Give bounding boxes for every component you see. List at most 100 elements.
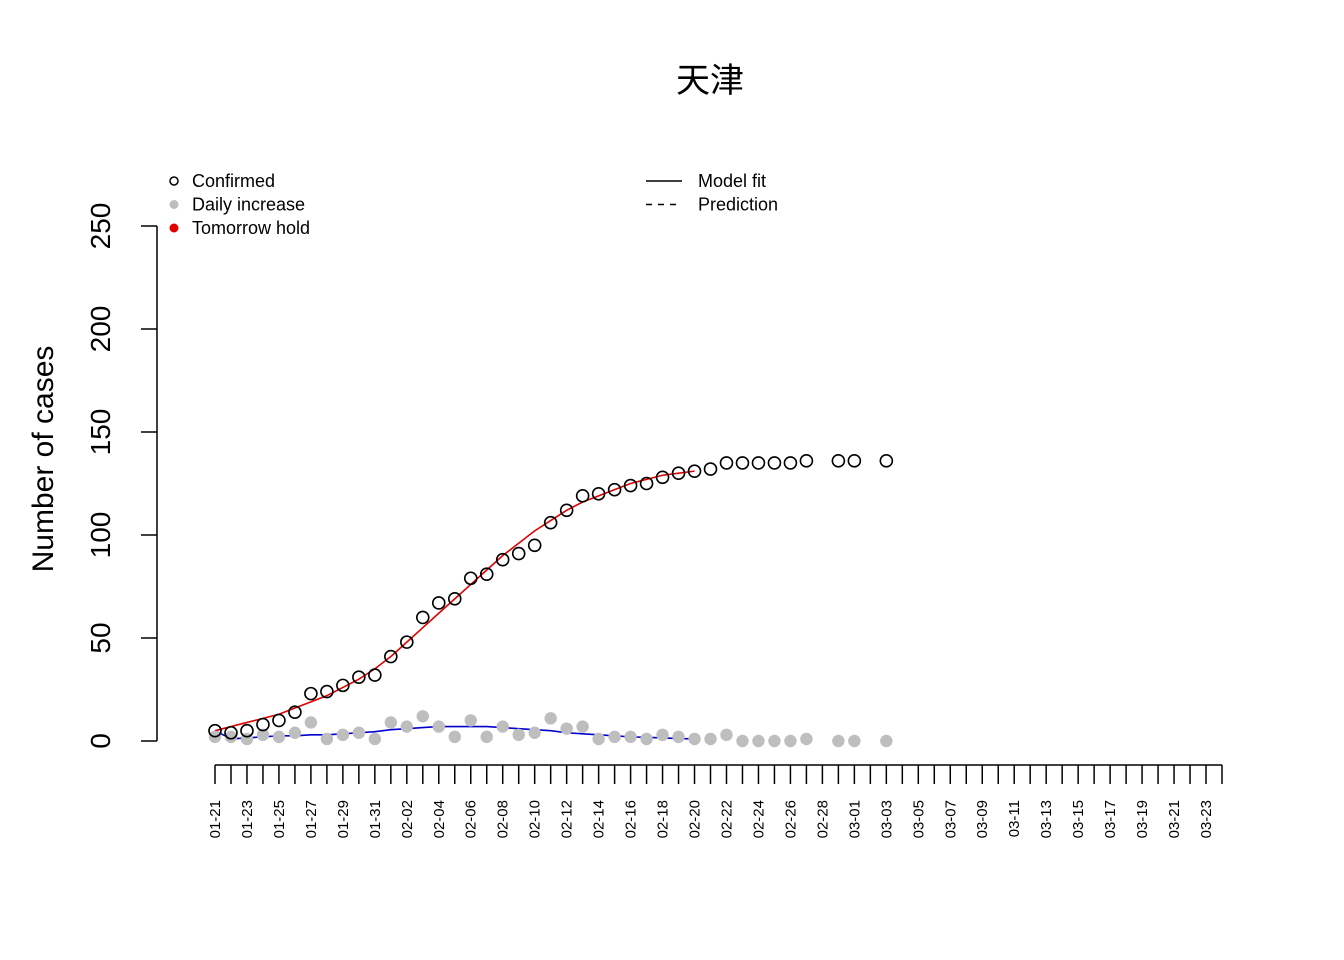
x-tick-label: 03-01 <box>846 800 863 838</box>
y-axis: 0 50 100 150 200 250 <box>85 203 158 749</box>
daily-increase-point <box>832 734 845 748</box>
x-tick-label: 02-02 <box>399 800 416 838</box>
confirmed-point <box>879 454 894 468</box>
x-tick-label: 03-07 <box>942 800 959 838</box>
x-tick-label: 01-25 <box>271 800 288 838</box>
x-tick-label: 02-06 <box>463 800 480 838</box>
confirmed-point <box>256 717 270 732</box>
confirmed-point <box>384 649 398 664</box>
x-tick-label: 02-24 <box>750 800 767 838</box>
daily-increase-point <box>592 732 605 746</box>
confirmed-point <box>559 503 574 518</box>
x-tick-label: 02-26 <box>782 800 799 838</box>
confirmed-point <box>751 456 766 470</box>
daily-increase-point <box>368 732 382 746</box>
daily-increase-point <box>768 734 781 748</box>
confirmed-point <box>208 723 222 738</box>
x-tick-label: 03-11 <box>1006 800 1023 837</box>
y-tick-label: 50 <box>85 622 116 653</box>
daily-increase-point <box>608 730 621 744</box>
confirmed-point <box>463 571 478 586</box>
x-tick-label: 02-08 <box>495 800 512 838</box>
x-tick-label: 03-09 <box>974 800 991 838</box>
y-axis-label: Number of cases <box>27 346 60 573</box>
daily-increase-point <box>544 712 557 725</box>
daily-increase-point <box>304 716 318 729</box>
confirmed-point <box>431 596 446 610</box>
confirmed-point <box>671 466 686 481</box>
daily-increase-point <box>336 728 350 742</box>
daily-increase-point <box>688 732 701 746</box>
x-tick-label: 01-27 <box>303 800 320 838</box>
daily-increase-point <box>560 722 573 735</box>
confirmed-point <box>495 552 510 567</box>
daily-increase-point <box>288 726 302 739</box>
legend-symbol <box>169 223 179 233</box>
daily-increase-point <box>656 728 669 742</box>
daily-increase-point <box>624 730 637 744</box>
x-tick-label: 01-29 <box>335 800 352 838</box>
confirmed-point <box>687 464 702 478</box>
confirmed-point <box>224 725 238 740</box>
daily-increase-point <box>736 734 749 748</box>
daily-increase-point <box>272 730 286 744</box>
x-tick-label: 02-10 <box>527 800 544 838</box>
confirmed-point <box>767 456 782 470</box>
x-tick-label: 02-16 <box>623 800 640 838</box>
daily-increase-point <box>480 730 493 744</box>
legend-label: Tomorrow hold <box>192 218 310 238</box>
x-tick-label: 03-05 <box>910 800 927 838</box>
confirmed-point <box>639 476 654 491</box>
daily-increase-point <box>752 734 765 748</box>
confirmed-point <box>831 454 846 468</box>
confirmed-point <box>847 454 862 468</box>
daily-increase-point <box>672 730 685 744</box>
confirmed-point <box>623 478 638 493</box>
daily-increase-point <box>800 732 813 746</box>
confirmed-point <box>527 538 542 553</box>
confirmed-point <box>735 456 750 470</box>
x-tick-label: 01-31 <box>367 800 384 838</box>
daily-increase-point <box>880 734 893 748</box>
x-tick-label: 01-23 <box>239 800 256 838</box>
x-tick-label: 01-21 <box>207 800 224 838</box>
confirmed-point <box>320 684 334 699</box>
daily-increase-point <box>576 720 589 733</box>
legend-label: Daily increase <box>192 195 305 215</box>
x-tick-label: 03-15 <box>1070 800 1087 838</box>
daily-increase-point <box>512 728 525 742</box>
daily-increase-point <box>528 726 541 739</box>
confirmed-point <box>511 546 526 561</box>
x-tick-label: 03-03 <box>878 800 895 838</box>
daily-increase-point <box>640 732 653 746</box>
x-tick-label: 02-18 <box>655 800 672 838</box>
daily-increase-point <box>432 720 445 733</box>
daily-increase-point <box>496 720 509 733</box>
confirmed-point <box>655 470 670 485</box>
x-tick-label: 03-19 <box>1134 800 1151 838</box>
confirmed-point <box>352 670 366 684</box>
x-tick-label: 02-14 <box>591 800 608 838</box>
x-tick-label: 03-23 <box>1198 800 1215 838</box>
confirmed-point <box>240 723 254 738</box>
y-tick-label: 100 <box>85 512 116 559</box>
daily-increase-point <box>256 728 270 742</box>
y-tick-label: 0 <box>85 733 116 749</box>
confirmed-point <box>575 489 590 503</box>
y-tick-label: 200 <box>85 306 116 353</box>
confirmed-point <box>607 482 622 497</box>
x-tick-label: 02-22 <box>718 800 735 838</box>
x-tick-label: 02-28 <box>814 800 831 838</box>
legend-symbol <box>169 176 179 186</box>
daily-increase-point <box>720 728 733 742</box>
confirmed-point <box>304 686 318 701</box>
daily-increase-point <box>704 732 717 746</box>
confirmed-point <box>591 486 606 501</box>
x-tick-label: 02-04 <box>431 800 448 838</box>
daily-increase-point <box>848 734 861 748</box>
legend: Confirmed Daily increase Tomorrow hold Mode… <box>169 171 778 238</box>
x-tick-label: 03-17 <box>1102 800 1119 838</box>
confirmed-point <box>415 610 430 625</box>
x-tick-label: 02-12 <box>559 800 576 838</box>
